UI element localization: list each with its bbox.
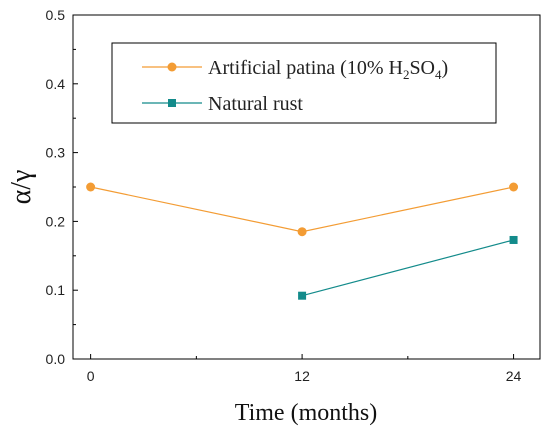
series-line	[90, 186, 514, 233]
legend-label-part: SO	[409, 57, 435, 79]
data-point	[86, 182, 96, 192]
legend-items: Artificial patina (10% H2SO4) Natural rus…	[142, 57, 448, 115]
legend: Artificial patina (10% H2SO4) Natural rus…	[111, 42, 497, 124]
legend-label-part: 2	[403, 67, 410, 82]
data-point	[509, 182, 519, 192]
legend-label: Artificial patina (10% H2SO4)	[208, 57, 448, 82]
series-artificial-patina	[86, 182, 519, 237]
legend-label-part: Artificial patina (10% H	[208, 57, 403, 79]
legend-label-part: )	[442, 57, 449, 79]
x-axis: 0 12 24	[87, 354, 522, 384]
x-tick-label: 0	[87, 368, 95, 384]
y-tick-label: 0.5	[46, 7, 66, 23]
series-layer	[86, 182, 519, 300]
series-natural-rust	[298, 235, 518, 300]
legend-item: Artificial patina (10% H2SO4)	[142, 57, 448, 82]
y-tick-label: 0.4	[46, 76, 66, 92]
x-tick-label: 24	[506, 368, 522, 384]
y-axis: 0.0 0.1 0.2 0.3 0.4 0.5	[46, 7, 78, 367]
y-tick-label: 0.0	[46, 351, 66, 367]
data-point	[298, 291, 307, 300]
x-axis-title: Time (months)	[235, 400, 377, 426]
data-point	[509, 235, 518, 244]
legend-label-part: 4	[435, 67, 442, 82]
x-tick-label: 12	[294, 368, 310, 384]
y-tick-label: 0.2	[46, 213, 66, 229]
legend-label: Natural rust	[208, 93, 303, 115]
series-line	[301, 239, 514, 297]
y-axis-title: α/γ	[6, 170, 37, 205]
y-tick-label: 0.3	[46, 145, 66, 161]
legend-box	[111, 42, 497, 124]
legend-marker	[167, 62, 177, 72]
y-tick-label: 0.1	[46, 282, 66, 298]
legend-marker	[168, 99, 176, 107]
legend-item: Natural rust	[142, 93, 303, 115]
data-point	[297, 227, 307, 237]
